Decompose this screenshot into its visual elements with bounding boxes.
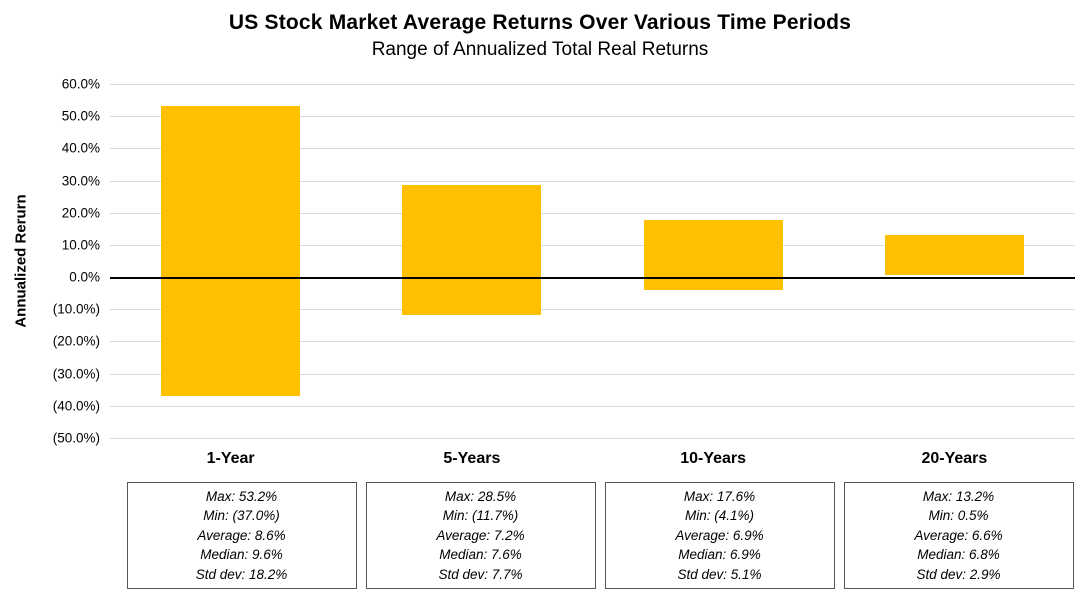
y-gridline — [110, 373, 1075, 375]
chart-subtitle: Range of Annualized Total Real Returns — [371, 39, 709, 60]
y-axis-tick-label: 40.0% — [61, 140, 100, 156]
y-axis-tick-label: 10.0% — [61, 237, 100, 253]
stat-std-dev: Std dev: 2.9% — [916, 566, 1001, 582]
stat-max: Max: 53.2% — [205, 488, 278, 504]
y-gridline — [110, 212, 1075, 214]
range-bar-10-years — [643, 220, 783, 291]
chart-title: US Stock Market Average Returns Over Var… — [228, 11, 852, 34]
y-axis-tick-label: (30.0%) — [52, 366, 100, 382]
y-axis-tick-label: 20.0% — [61, 205, 100, 221]
y-axis-tick-labels: 60.0% 50.0% 40.0% 30.0% 20.0% 10.0% 0.0% (10.0%… — [0, 77, 100, 446]
stats-box-10-years: Max: 17.6% Min: (4.1%) Average: 6.9% Med… — [604, 482, 835, 589]
y-axis-tick-label: 60.0% — [61, 76, 100, 92]
y-axis-tick-label: (20.0%) — [52, 333, 100, 349]
stat-min: Min: 0.5% — [928, 508, 989, 524]
stat-average: Average: 6.9% — [675, 527, 764, 543]
y-axis-tick-label: 30.0% — [61, 173, 100, 189]
stat-std-dev: Std dev: 5.1% — [677, 566, 762, 582]
stats-box-5-years: Max: 28.5% Min: (11.7%) Average: 7.2% Me… — [365, 482, 596, 589]
y-axis-tick-label: (50.0%) — [52, 430, 100, 446]
stat-max: Max: 13.2% — [922, 488, 995, 504]
y-gridline — [110, 116, 1075, 118]
stat-max: Max: 28.5% — [444, 488, 517, 504]
y-axis-tick-label: 50.0% — [61, 108, 100, 124]
category-label-5-years: 5-Years — [443, 450, 501, 467]
stat-std-dev: Std dev: 7.7% — [438, 566, 523, 582]
y-gridline — [110, 244, 1075, 246]
stat-average: Average: 8.6% — [197, 527, 286, 543]
category-label-10-years: 10-Years — [680, 450, 747, 467]
stat-average: Average: 6.6% — [914, 527, 1003, 543]
stat-min: Min: (11.7%) — [442, 508, 519, 524]
y-gridline — [110, 341, 1075, 343]
y-axis-tick-label: (40.0%) — [52, 398, 100, 414]
range-bar-5-years — [402, 185, 542, 315]
zero-axis-line — [110, 277, 1075, 280]
category-label-1-year: 1-Year — [206, 450, 255, 467]
y-gridline — [110, 438, 1075, 439]
category-label-20-years: 20-Years — [921, 450, 988, 467]
y-gridline — [110, 180, 1075, 182]
stat-max: Max: 17.6% — [683, 488, 756, 504]
range-bar-20-years — [884, 234, 1024, 276]
stat-median: Median: 6.9% — [678, 547, 761, 563]
y-axis-tick-label: (10.0%) — [52, 301, 100, 317]
stat-boxes-row: Max: 53.2% Min: (37.0%) Average: 8.6% Me… — [122, 482, 1078, 589]
y-gridline — [110, 148, 1075, 150]
stats-box-20-years: Max: 13.2% Min: 0.5% Average: 6.6% Media… — [843, 482, 1074, 589]
range-bar-1-year — [161, 105, 301, 397]
y-gridline — [110, 309, 1075, 311]
stat-min: Min: (4.1%) — [684, 508, 755, 524]
y-axis-tick-label: 0.0% — [69, 269, 100, 285]
plot-area — [110, 84, 1075, 439]
x-axis-category-labels: 1-Year 5-Years 10-Years 20-Years — [110, 450, 1075, 468]
y-gridline — [110, 405, 1075, 407]
y-gridline — [110, 84, 1075, 85]
stat-median: Median: 6.8% — [917, 547, 1000, 563]
stat-median: Median: 9.6% — [200, 547, 283, 563]
stat-std-dev: Std dev: 18.2% — [195, 566, 288, 582]
stats-box-1-year: Max: 53.2% Min: (37.0%) Average: 8.6% Me… — [126, 482, 357, 589]
stat-average: Average: 7.2% — [436, 527, 525, 543]
stat-median: Median: 7.6% — [439, 547, 522, 563]
stat-min: Min: (37.0%) — [203, 508, 280, 524]
